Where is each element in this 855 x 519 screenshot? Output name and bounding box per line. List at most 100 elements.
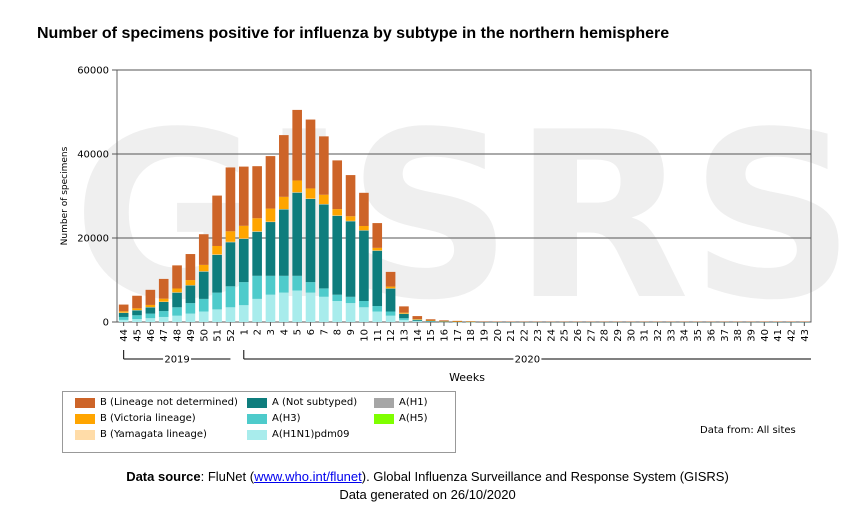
x-tick-label: 9 (346, 329, 357, 335)
bars (118, 109, 810, 323)
bar-segment (332, 301, 343, 322)
x-tick-label: 26 (573, 329, 584, 342)
x-tick-label: 13 (399, 329, 410, 342)
bar-segment (332, 294, 343, 301)
bar-segment (145, 289, 156, 305)
x-tick-label: 23 (533, 329, 544, 342)
bar-segment (345, 303, 356, 322)
chart-title: Number of specimens positive for influen… (37, 25, 670, 42)
bar-segment (372, 223, 383, 248)
bar-segment (198, 271, 209, 299)
x-tick-label: 36 (706, 329, 717, 342)
bar-segment (292, 109, 302, 181)
y-axis-label: Number of specimens (60, 146, 70, 245)
flunet-link[interactable]: www.who.int/flunet (254, 469, 362, 484)
legend-item: A(H5) (374, 413, 428, 424)
bar-segment (359, 307, 369, 322)
bar-segment (385, 288, 396, 312)
bar-segment (332, 209, 343, 216)
bar-segment (319, 296, 329, 322)
bar-segment (118, 316, 129, 320)
y-tick-label: 20000 (77, 234, 109, 245)
x-tick-label: 7 (319, 329, 330, 335)
bar-segment (212, 309, 222, 322)
bar-segment (385, 271, 396, 287)
bar-segment (425, 320, 436, 322)
bar-segment (345, 175, 356, 217)
bar-segment (172, 315, 182, 322)
x-tick-label: 30 (626, 329, 637, 342)
year-label: 2019 (164, 355, 189, 366)
x-tick-label: 25 (560, 329, 571, 342)
bar-segment (265, 222, 276, 276)
x-tick-label: 4 (279, 329, 290, 335)
x-tick-label: 42 (786, 329, 797, 342)
x-tick-label: 15 (426, 329, 437, 342)
bar-segment (292, 180, 302, 193)
x-tick-label: 16 (439, 329, 450, 342)
x-axis-label: Weeks (449, 371, 485, 384)
bar-segment (305, 198, 316, 283)
y-tick-label: 60000 (77, 66, 109, 77)
bar-segment (372, 250, 383, 307)
legend-item: B (Victoria lineage) (75, 413, 196, 424)
bar-segment (185, 313, 196, 322)
bar-segment (225, 167, 236, 232)
legend-item: B (Yamagata lineage) (75, 429, 207, 440)
legend-swatch (247, 413, 267, 424)
legend-label: B (Victoria lineage) (100, 413, 196, 424)
data-from-note: Data from: All sites (700, 425, 796, 436)
x-tick-label: 48 (173, 329, 184, 342)
y-tick-label: 0 (103, 318, 109, 329)
legend-item: B (Lineage not determined) (75, 397, 238, 408)
x-tick-label: 17 (453, 329, 464, 342)
legend-swatch (247, 429, 267, 440)
bar-segment (359, 230, 369, 301)
bar-segment (305, 292, 316, 322)
bar-segment (292, 192, 302, 276)
bar-segment (279, 135, 289, 197)
bar-segment (372, 306, 383, 312)
bar-segment (118, 311, 129, 313)
x-tick-label: 14 (413, 329, 424, 342)
legend-swatch (75, 397, 95, 408)
bar-segment (212, 195, 222, 246)
x-tick-label: 38 (733, 329, 744, 342)
chart-svg: GISRS 44 45 46 47 48 49 50 51 52 1 2 3 4 5 6 7 8 9 10 11 12 1… (60, 66, 855, 385)
bar-segment (412, 321, 423, 322)
bar-segment (238, 238, 249, 283)
bar-segment (145, 307, 156, 314)
bar-segment (158, 278, 169, 299)
bar-segment (332, 215, 343, 295)
bar-segment (158, 316, 169, 322)
bar-segment (132, 308, 142, 311)
bar-segment (292, 290, 302, 322)
x-tick-label: 3 (266, 329, 277, 335)
bar-segment (172, 307, 182, 316)
legend-label: B (Lineage not determined) (100, 397, 238, 408)
bar-segment (145, 304, 156, 308)
x-tick-label: 44 (119, 329, 130, 342)
legend-item: A(H1) (374, 397, 428, 408)
bar-segment (265, 156, 276, 209)
bar-segment (238, 166, 249, 226)
bar-segment (359, 301, 369, 308)
bar-segment (265, 208, 276, 222)
bar-segment (212, 292, 222, 310)
x-tick-label: 43 (800, 329, 811, 342)
legend-item: A(H1N1)pdm09 (247, 429, 350, 440)
bar-segment (172, 292, 182, 308)
y-tick-label: 40000 (77, 150, 109, 161)
bar-segment (319, 288, 329, 297)
bar-segment (265, 294, 276, 322)
bar-segment (332, 160, 343, 210)
x-tick-label: 2 (253, 329, 264, 335)
legend-swatch (75, 429, 95, 440)
x-tick-label: 21 (506, 329, 517, 342)
bar-segment (305, 119, 316, 189)
x-tick-label: 24 (546, 329, 557, 342)
bar-segment (319, 194, 329, 204)
x-tick-label: 6 (306, 329, 317, 335)
x-tick-label: 20 (493, 329, 504, 342)
bar-segment (158, 301, 169, 312)
